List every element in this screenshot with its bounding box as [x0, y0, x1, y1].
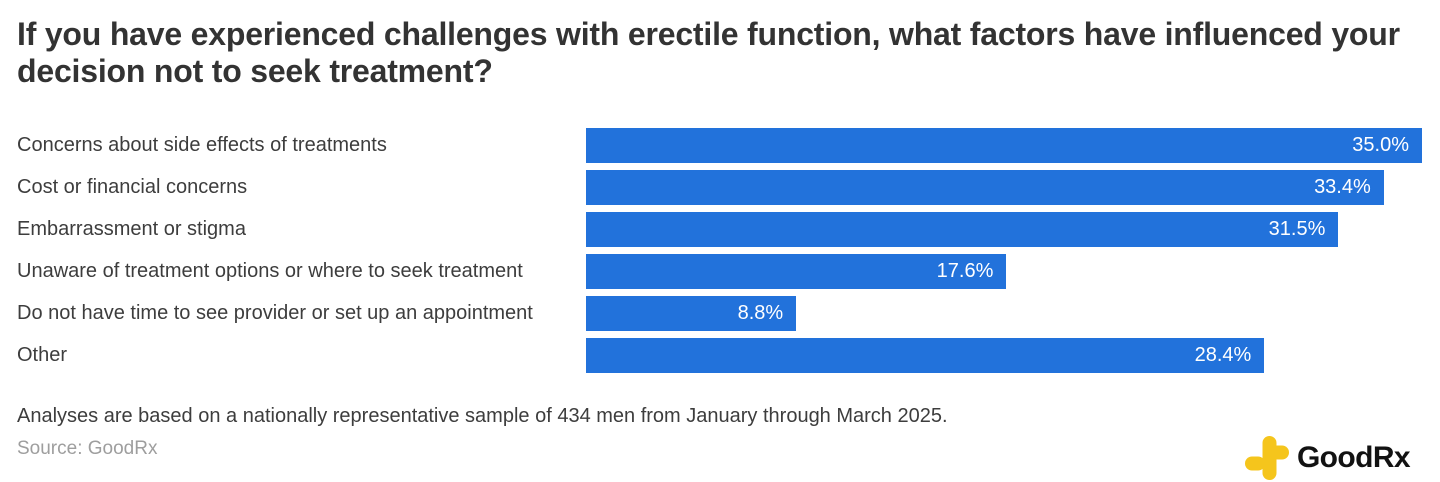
bar: 33.4% — [586, 170, 1384, 205]
bar: 8.8% — [586, 296, 797, 331]
goodrx-plus-icon — [1244, 436, 1289, 480]
logo-wordmark: GoodRx — [1296, 441, 1411, 474]
bar-value: 8.8% — [737, 302, 784, 324]
bar: 17.6% — [586, 254, 1007, 289]
row-label: Other — [17, 344, 68, 366]
bar-value: 31.5% — [1268, 218, 1326, 240]
row-label: Unaware of treatment options or where to… — [17, 260, 523, 282]
bar-track: 35.0% — [586, 128, 1422, 163]
source-line: Source: GoodRx — [17, 438, 158, 459]
footnote: Analyses are based on a nationally repre… — [17, 405, 948, 427]
bar-track: 8.8% — [586, 296, 1422, 331]
row-label: Do not have time to see provider or set … — [17, 302, 533, 324]
bar: 31.5% — [586, 212, 1339, 247]
bar-track: 28.4% — [586, 338, 1422, 373]
goodrx-logo: GoodRx — [1244, 435, 1411, 481]
page-title: If you have experienced challenges with … — [17, 16, 1400, 89]
bar-value: 17.6% — [936, 260, 994, 282]
chart-row: Other 28.4% — [17, 338, 1440, 373]
bar-track: 17.6% — [586, 254, 1422, 289]
bar: 35.0% — [586, 128, 1422, 163]
bar-value: 28.4% — [1194, 344, 1252, 366]
chart-row: Concerns about side effects of treatment… — [17, 128, 1440, 163]
bar-track: 31.5% — [586, 212, 1422, 247]
bar-value: 35.0% — [1352, 134, 1409, 156]
bar: 28.4% — [586, 338, 1265, 373]
chart-row: Cost or financial concerns 33.4% — [17, 170, 1440, 205]
row-label: Cost or financial concerns — [17, 176, 248, 198]
chart-row: Unaware of treatment options or where to… — [17, 254, 1440, 289]
chart-row: Do not have time to see provider or set … — [17, 296, 1440, 331]
bar-track: 33.4% — [586, 170, 1422, 205]
row-label: Concerns about side effects of treatment… — [17, 134, 387, 156]
bar-chart: Concerns about side effects of treatment… — [17, 128, 1440, 373]
chart-row: Embarrassment or stigma 31.5% — [17, 212, 1440, 247]
bar-value: 33.4% — [1314, 176, 1371, 198]
row-label: Embarrassment or stigma — [17, 218, 246, 240]
